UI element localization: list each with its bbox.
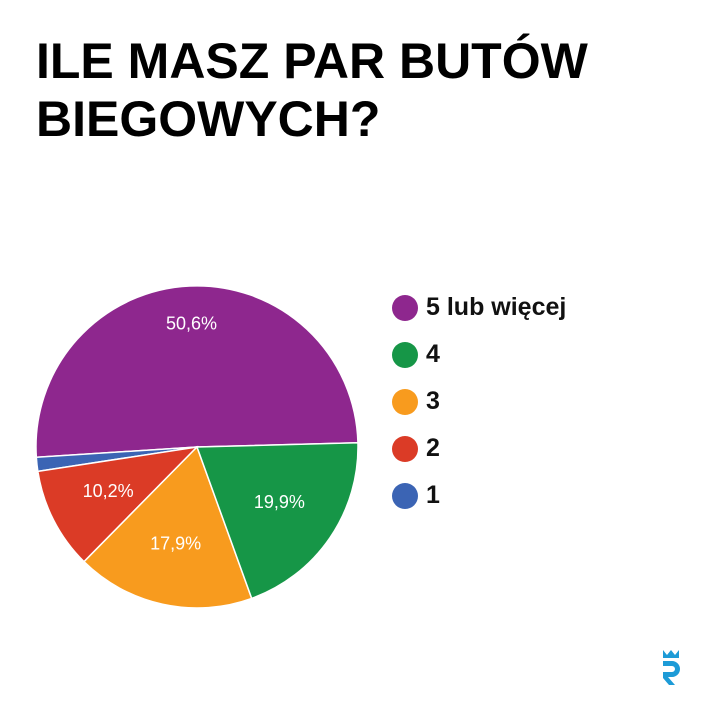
pie-label-4: 19,9% (254, 492, 305, 512)
legend-swatch-2 (392, 435, 418, 462)
legend-item-4: 4 (392, 331, 566, 378)
legend-label-2: 2 (426, 434, 440, 462)
legend-item-1: 1 (392, 472, 566, 519)
legend-swatch-3 (392, 388, 418, 415)
legend-label-1: 1 (426, 481, 440, 509)
legend-swatch-1 (392, 482, 418, 509)
pie-slice-2 (36, 445, 200, 563)
pie-label-5-plus: 50,6% (166, 314, 217, 334)
chart-legend: 5 lub więcej 4 3 2 1 (392, 284, 566, 519)
pie-slice-5-plus (35, 285, 359, 459)
pie-label-2: 10,2% (83, 481, 134, 501)
legend-label-3: 3 (426, 387, 440, 415)
pie-slice-3 (82, 445, 253, 609)
pie-slice-4 (195, 442, 359, 600)
legend-item-2: 2 (392, 425, 566, 472)
legend-item-3: 3 (392, 378, 566, 425)
legend-label-5-plus: 5 lub więcej (426, 293, 567, 321)
legend-swatch-4 (392, 341, 418, 368)
pie-label-3: 17,9% (150, 533, 201, 553)
chart-title-line-2: BIEGOWYCH? (36, 91, 381, 147)
legend-label-4: 4 (426, 340, 440, 368)
legend-item-5-plus: 5 lub więcej (392, 284, 566, 331)
brand-logo-icon (663, 650, 680, 685)
chart-title-line-1: ILE MASZ PAR BUTÓW (36, 33, 588, 89)
chart-title: ILE MASZ PAR BUTÓW BIEGOWYCH? (36, 32, 676, 148)
legend-swatch-5-plus (392, 294, 418, 321)
